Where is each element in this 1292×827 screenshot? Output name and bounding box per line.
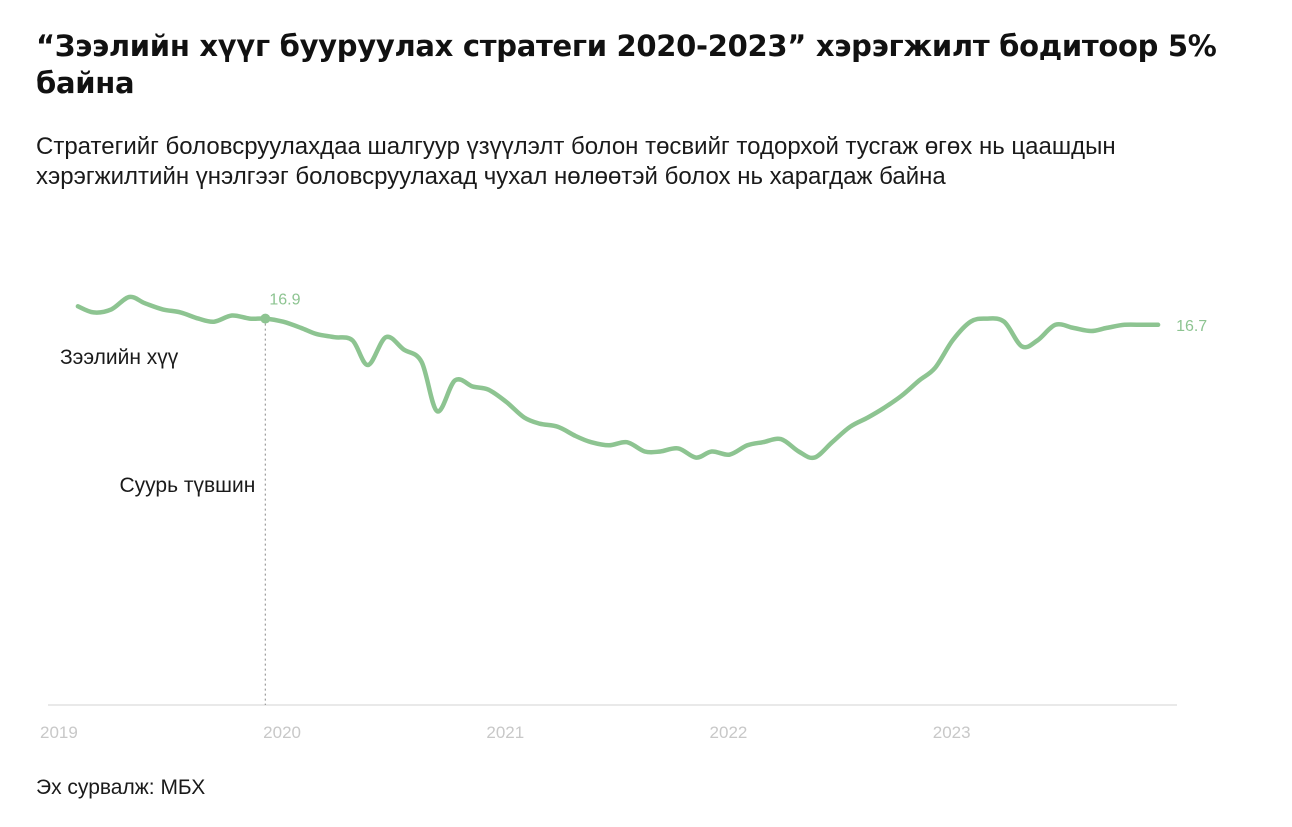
series-label: Зээлийн хүү [60,346,179,369]
annotation-end-value: 16.7 [1176,318,1207,335]
marker-point [260,313,271,324]
x-axis: 2019 2020 2021 2022 2023 [40,704,1177,742]
annotation-start-value: 16.9 [269,292,300,309]
reference-line-group: Суурь түвшин [119,318,266,705]
x-tick-label-2022: 2022 [710,723,748,742]
series-group [75,294,1161,461]
x-tick-label-2020: 2020 [263,723,301,742]
source-note: Эх сурвалж: МБХ [36,776,206,799]
label-group: 16.9 16.7 Зээлийн хүү [60,292,1207,369]
series-line-zeeliin-khuu [75,294,1161,461]
chart-title: “Зээлийн хүүг бууруулах стратеги 2020-20… [36,29,1217,100]
x-tick-label-2019: 2019 [40,723,78,742]
chart-subtitle: Стратегийг боловсруулахдаа шалгуур үзүүл… [36,133,1116,190]
x-tick-label-2023: 2023 [933,723,971,742]
reference-line-label: Суурь түвшин [119,474,255,497]
x-tick-label-2021: 2021 [486,723,524,742]
